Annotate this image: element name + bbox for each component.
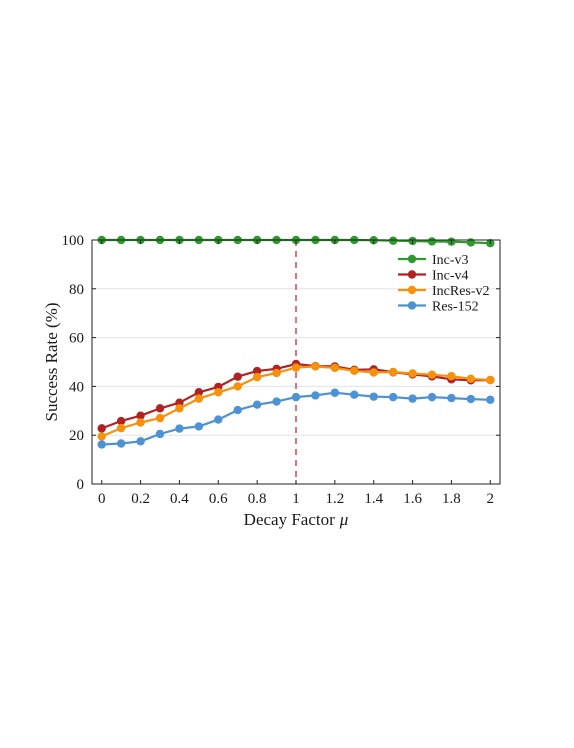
data-point-inc-v4-2 (136, 411, 145, 420)
x-tick-label-3: 0.6 (209, 491, 228, 507)
y-tick-label-4: 80 (69, 282, 84, 298)
data-point-incres-v2-6 (214, 388, 223, 397)
x-tick-label-7: 1.4 (364, 491, 383, 507)
data-point-inc-v4-5 (194, 388, 204, 397)
data-point-incres-v2-9 (272, 368, 281, 378)
data-point-res-152-13 (350, 390, 359, 399)
x-axis-label-symbol: μ (339, 510, 349, 529)
data-point-res-152-7 (233, 405, 242, 415)
data-point-incres-v2-15 (388, 367, 398, 377)
legend-item-res-152: Res-152 (398, 300, 479, 315)
data-point-inc-v4-1 (116, 416, 126, 426)
data-point-incres-v2-19 (466, 374, 476, 384)
data-point-res-152-18 (447, 393, 456, 403)
data-point-res-152-16 (408, 394, 417, 403)
legend-item-inc-v3: Inc-v3 (398, 253, 469, 268)
data-point-res-152-17 (427, 392, 437, 402)
data-point-inc-v4-3 (155, 404, 165, 413)
data-point-res-152-10 (291, 392, 301, 402)
data-point-inc-v3-17 (427, 237, 437, 246)
x-tick-label-0: 0 (98, 491, 106, 507)
data-point-res-152-4 (175, 424, 184, 433)
data-point-res-152-15 (388, 392, 398, 402)
data-point-incres-v2-8 (252, 372, 262, 382)
data-point-incres-v2-14 (369, 368, 378, 377)
data-point-res-152-9 (272, 397, 281, 406)
x-tick-label-4: 0.8 (248, 491, 267, 507)
data-point-inc-v3-15 (388, 236, 398, 245)
y-tick-label-5: 100 (62, 233, 85, 249)
legend-label-res-152: Res-152 (432, 300, 479, 315)
data-point-incres-v2-2 (136, 418, 145, 427)
data-point-incres-v2-1 (116, 423, 126, 433)
data-point-incres-v2-11 (311, 362, 320, 371)
data-point-incres-v2-5 (194, 394, 204, 403)
legend-label-inc-v4: Inc-v4 (432, 269, 469, 284)
legend-item-incres-v2: IncRes-v2 (398, 284, 490, 299)
data-point-incres-v2-18 (447, 371, 456, 381)
data-point-incres-v2-0 (97, 432, 106, 441)
series-res-152 (97, 388, 495, 449)
data-point-incres-v2-17 (427, 370, 437, 379)
y-tick-label-2: 40 (69, 379, 84, 395)
data-point-res-152-20 (486, 395, 495, 405)
data-point-incres-v2-20 (486, 375, 495, 385)
data-point-res-152-19 (466, 394, 476, 404)
data-point-res-152-11 (311, 391, 320, 400)
legend-label-inc-v3: Inc-v3 (432, 253, 469, 268)
y-axis-label: Success Rate (%) (42, 303, 61, 422)
x-tick-label-6: 1.2 (325, 491, 344, 507)
axis-ticks: 0 20 40 60 80 100 0 0.2 0.4 0.6 0.8 1 1.2 1.4 1.6 1.8 2 (62, 233, 500, 507)
x-tick-label-2: 0.4 (170, 491, 189, 507)
data-point-incres-v2-12 (330, 363, 340, 373)
data-point-incres-v2-4 (175, 404, 184, 413)
y-tick-label-3: 60 (69, 331, 84, 347)
series-incres-v2 (97, 362, 495, 441)
data-point-inc-v4-0 (97, 424, 106, 433)
y-tick-label-1: 20 (69, 428, 84, 444)
x-tick-label-9: 1.8 (442, 491, 461, 507)
x-tick-label-1: 0.2 (131, 491, 150, 507)
x-axis-label-text: Decay Factor (244, 510, 335, 529)
legend-item-inc-v4: Inc-v4 (398, 269, 469, 284)
x-tick-label-10: 2 (487, 491, 495, 507)
data-point-res-152-5 (194, 422, 204, 431)
data-point-res-152-14 (369, 392, 378, 401)
data-point-res-152-6 (214, 415, 223, 424)
data-point-res-152-0 (97, 440, 106, 449)
data-point-res-152-12 (330, 388, 340, 397)
x-axis-label: Decay Factor μ (244, 510, 349, 529)
data-point-res-152-2 (136, 437, 145, 446)
data-point-res-152-8 (252, 400, 262, 409)
data-point-inc-v4-8 (252, 366, 262, 376)
data-point-res-152-3 (155, 429, 165, 439)
data-point-incres-v2-13 (350, 366, 359, 375)
legend-marker-inc-v3 (407, 254, 417, 264)
legend-label-incres-v2: IncRes-v2 (432, 284, 490, 299)
x-tick-label-5: 1 (292, 491, 300, 507)
data-point-inc-v4-7 (233, 372, 242, 381)
legend-marker-incres-v2 (407, 285, 417, 295)
data-point-res-152-1 (116, 439, 126, 448)
x-tick-label-8: 1.6 (403, 491, 422, 507)
legend-marker-res-152 (407, 301, 417, 310)
data-point-incres-v2-3 (155, 413, 165, 423)
y-tick-label-0: 0 (77, 477, 85, 493)
legend-marker-inc-v4 (407, 270, 417, 279)
data-point-incres-v2-16 (408, 369, 417, 378)
data-point-incres-v2-10 (291, 363, 301, 372)
data-point-incres-v2-7 (233, 382, 242, 391)
